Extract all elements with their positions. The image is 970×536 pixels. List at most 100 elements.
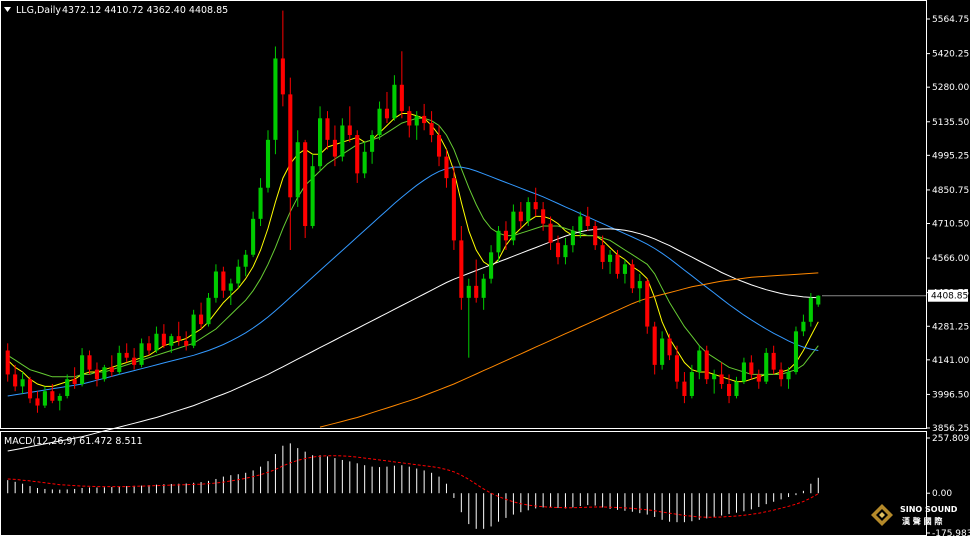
candle-body xyxy=(511,211,516,241)
macd-panel-frame xyxy=(0,431,927,536)
candle-body xyxy=(258,187,263,219)
candle-body xyxy=(280,58,285,95)
candle xyxy=(199,302,204,329)
candle-body xyxy=(199,314,204,325)
candle xyxy=(630,259,635,294)
macd-tick-label: 0.00 xyxy=(932,489,952,499)
candle-body xyxy=(72,379,77,385)
candle-body xyxy=(399,84,404,112)
price-tick-label: 5420.25 xyxy=(932,50,969,60)
candle xyxy=(712,369,717,394)
candle-body xyxy=(667,338,672,356)
candle-body xyxy=(13,374,18,387)
candle xyxy=(474,259,479,303)
candle xyxy=(273,46,278,155)
candle-body xyxy=(87,355,92,370)
price-tick-label: 5135.50 xyxy=(932,118,969,128)
candle xyxy=(392,75,397,121)
candle-body xyxy=(154,333,159,351)
candle xyxy=(13,364,18,392)
candle xyxy=(94,362,99,387)
candle-body xyxy=(496,230,501,253)
candle xyxy=(786,367,791,389)
candle-body xyxy=(221,271,226,291)
candle-body xyxy=(548,223,553,243)
chart-header[interactable]: LLG,Daily 4372.12 4410.72 4362.40 4408.8… xyxy=(4,5,228,16)
moving-average-line-3 xyxy=(7,166,819,397)
candle xyxy=(87,350,92,375)
candle xyxy=(764,348,769,385)
candle xyxy=(303,139,308,238)
candle xyxy=(444,149,449,188)
candle-body xyxy=(27,379,33,399)
candle-body xyxy=(645,281,650,327)
candle-body xyxy=(779,369,784,380)
moving-average-line-5 xyxy=(319,272,819,428)
candle xyxy=(533,187,538,217)
ohlc-readout: 4372.12 4410.72 4362.40 4408.85 xyxy=(62,5,228,16)
candle-body xyxy=(370,135,375,152)
candle-body xyxy=(340,125,345,157)
candle-body xyxy=(50,391,55,401)
candle-body xyxy=(801,321,806,332)
triangle-down-icon[interactable] xyxy=(4,7,11,12)
candle xyxy=(35,391,40,413)
price-tick-label: 5280.00 xyxy=(932,83,969,93)
candle xyxy=(667,333,672,361)
macd-plot[interactable] xyxy=(7,443,819,529)
candle xyxy=(808,293,813,327)
candle-body xyxy=(793,331,799,373)
candle xyxy=(704,345,709,385)
price-plot[interactable] xyxy=(5,10,926,452)
candle xyxy=(355,130,360,183)
candle xyxy=(50,384,55,404)
candle xyxy=(169,333,174,353)
candle xyxy=(5,343,10,382)
candle xyxy=(384,91,390,124)
candle xyxy=(57,393,62,411)
candle-body xyxy=(585,216,590,227)
candle-body xyxy=(303,142,308,227)
candle-body xyxy=(377,108,382,136)
candle-body xyxy=(533,202,538,210)
candle xyxy=(325,111,330,150)
candle-body xyxy=(332,139,337,157)
price-tick-label: 4141.00 xyxy=(932,356,969,366)
candle-body xyxy=(704,350,709,380)
price-tick-label: 4281.25 xyxy=(932,322,969,332)
watermark-line2: 漢 聲 國 際 xyxy=(902,516,943,526)
candle xyxy=(734,376,739,399)
candle-body xyxy=(117,352,122,373)
candle xyxy=(146,336,152,356)
candle-body xyxy=(407,111,412,126)
candle-body xyxy=(489,252,494,279)
candle xyxy=(377,101,382,140)
candle xyxy=(27,376,33,404)
price-tick-label: 3996.50 xyxy=(932,390,969,400)
candle xyxy=(749,355,754,380)
candle-body xyxy=(20,379,25,387)
candle-body xyxy=(741,362,746,382)
candle-body xyxy=(749,362,754,375)
candle-body xyxy=(176,336,181,341)
candle-body xyxy=(236,266,241,284)
candle xyxy=(124,343,129,363)
candle xyxy=(503,221,508,250)
candle xyxy=(117,345,122,375)
macd-axis: 257.809 0.00 -175.983 xyxy=(926,434,970,536)
candle-body xyxy=(637,281,642,289)
candle xyxy=(779,362,784,387)
candle-body xyxy=(273,58,278,140)
candle-body xyxy=(727,384,732,396)
candle xyxy=(72,367,77,389)
candle-body xyxy=(630,264,635,289)
candle xyxy=(295,130,300,207)
candle-body xyxy=(719,374,724,385)
candle xyxy=(422,103,427,131)
candle xyxy=(399,51,404,119)
price-tick-label: 3856.25 xyxy=(932,424,969,434)
candle-body xyxy=(42,391,47,406)
candle-body xyxy=(124,352,129,358)
candle xyxy=(65,374,70,399)
candle-body xyxy=(169,336,174,346)
